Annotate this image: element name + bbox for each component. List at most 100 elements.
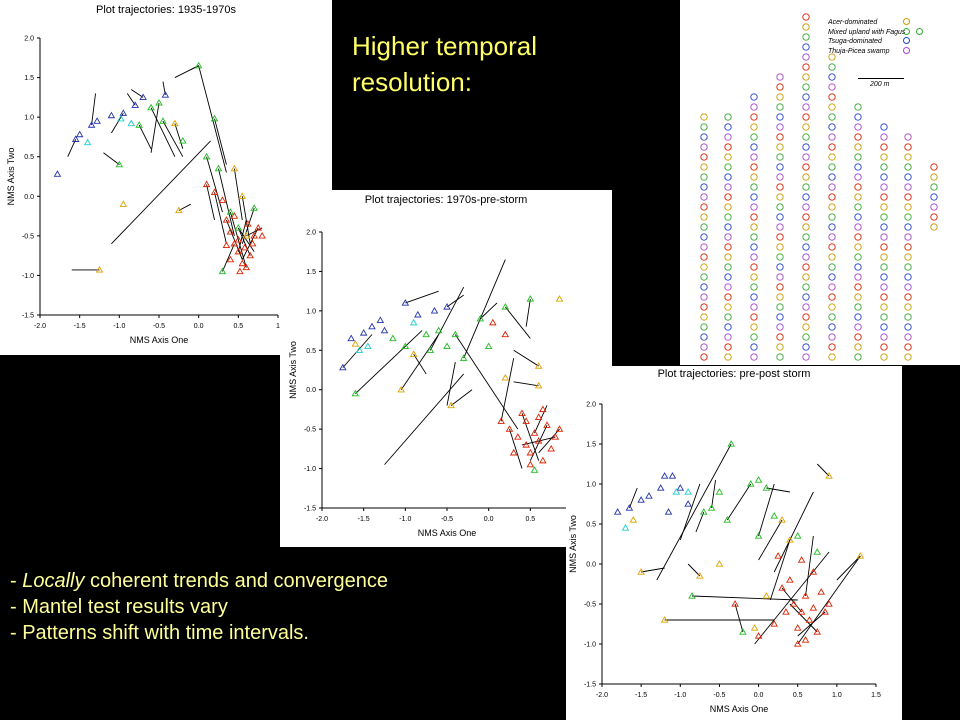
stem-circle (828, 353, 836, 361)
bullet-list: - Locally coherent trends and convergenc… (10, 568, 388, 646)
stem-circle (700, 163, 708, 171)
data-point (364, 342, 372, 349)
data-point (501, 373, 510, 381)
stem-circle (880, 253, 888, 261)
stem-circle (776, 163, 784, 171)
legend-circle-icon (903, 27, 910, 35)
trajectory-segment (174, 65, 199, 78)
trajectory-segment (162, 120, 184, 157)
data-point (131, 101, 139, 108)
stem-circle (880, 233, 888, 241)
data-point (770, 620, 779, 627)
data-point (551, 433, 560, 440)
data-point (530, 466, 539, 473)
data-point (161, 91, 170, 98)
data-point (484, 342, 493, 349)
stem-circle (880, 243, 888, 251)
stem-circle (750, 303, 758, 311)
stem-circle (724, 193, 732, 201)
data-point (409, 350, 418, 357)
stem-circle (802, 33, 810, 41)
data-point (210, 188, 219, 195)
stem-circle (854, 163, 862, 171)
stem-circle (828, 213, 836, 221)
stem-circle (880, 353, 888, 361)
data-point (250, 204, 258, 211)
stem-circle (904, 313, 912, 321)
stem-circle (724, 113, 732, 121)
data-point (778, 516, 786, 523)
stem-circle (802, 43, 810, 51)
trajectory-segment (206, 156, 223, 213)
stem-circle (802, 83, 810, 91)
stem-circle (700, 153, 708, 161)
stem-circle (802, 163, 810, 171)
stem-circle (750, 183, 758, 191)
trajectory-segment (454, 334, 519, 430)
stem-circle (700, 183, 708, 191)
data-point (522, 441, 530, 448)
stem-circle (700, 333, 708, 341)
data-point (817, 588, 825, 595)
stem-circle (776, 323, 784, 331)
trajectory-segment (480, 302, 498, 320)
data-point (664, 508, 673, 515)
data-point (656, 484, 665, 491)
trajectory-segment (766, 487, 790, 493)
data-point (625, 504, 634, 511)
trajectory-segment (758, 519, 783, 561)
stem-circle (854, 343, 862, 351)
stem-circle (802, 243, 810, 251)
stem-circle (854, 153, 862, 161)
data-point (518, 409, 526, 417)
stem-circle (724, 203, 732, 211)
stem-circle (880, 283, 888, 291)
stem-circle (724, 263, 732, 271)
data-point (71, 135, 80, 142)
data-point (786, 576, 794, 583)
x-tick-label: 0.5 (525, 516, 535, 523)
trajectory-segment (781, 587, 802, 613)
plot-map-circles (700, 13, 938, 361)
trajectory-segment (400, 334, 440, 390)
trajectory-segment (789, 603, 818, 633)
stem-circle (700, 253, 708, 261)
stem-circle (904, 193, 912, 201)
y-tick-label: 1.5 (586, 442, 596, 449)
data-point (770, 512, 779, 519)
stem-circle (802, 293, 810, 301)
stem-circle (880, 213, 888, 221)
legend-entry-acer: Acer-dominated (828, 18, 910, 28)
data-point (135, 121, 143, 128)
stem-circle (776, 293, 784, 301)
data-point (555, 425, 564, 432)
stem-circle (828, 283, 836, 291)
data-point (244, 220, 252, 227)
chart-1935-1970s-plot: -2.0 -1.5 -1.0 -0.5 0.0 0.5 1-1.5-1.0-0.50.00.… (6, 36, 280, 346)
data-point (723, 516, 732, 523)
trajectory-segment (226, 219, 243, 260)
stem-circle (854, 293, 862, 301)
trajectory-segment (711, 479, 716, 509)
stem-circle (776, 173, 784, 181)
stem-circle (750, 273, 758, 281)
stem-circle (904, 173, 912, 181)
data-point (234, 224, 243, 231)
stem-circle (880, 313, 888, 321)
stem-circle (700, 173, 708, 181)
x-tick-label: 0.5 (793, 692, 803, 699)
stem-circle (828, 53, 836, 61)
data-point (699, 508, 708, 515)
data-point (668, 472, 677, 479)
stem-circle (776, 93, 784, 101)
stem-circle (828, 233, 836, 241)
x-tick-label: -0.5 (713, 692, 725, 699)
trajectory-segment (174, 123, 184, 149)
stem-circle (776, 103, 784, 111)
data-point (409, 318, 418, 326)
data-point (147, 103, 155, 111)
stem-circle (828, 313, 836, 321)
stem-circle (854, 333, 862, 341)
trajectory-segment (446, 294, 464, 308)
data-point (376, 316, 385, 323)
